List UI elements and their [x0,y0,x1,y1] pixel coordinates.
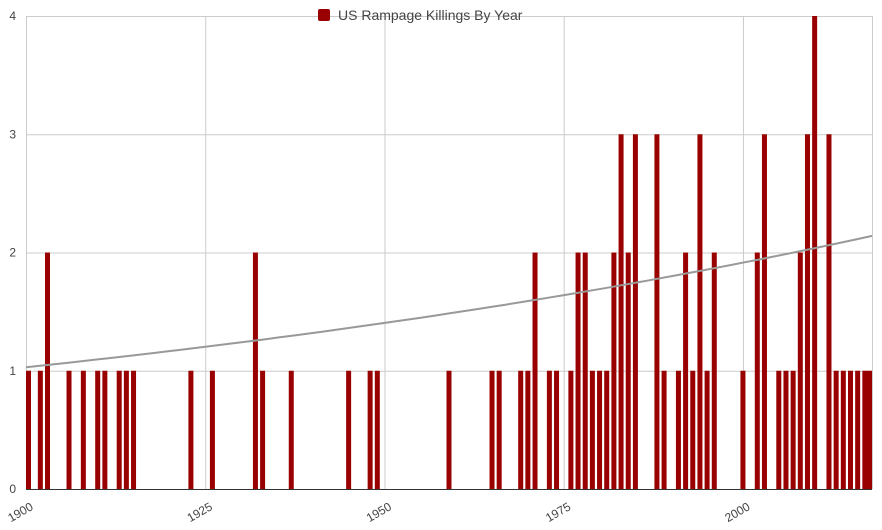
bar-1902[interactable] [37,370,43,489]
y-tick-label: 0 [9,482,16,496]
bar-1908[interactable] [80,370,86,489]
bar-2005[interactable] [776,370,782,489]
bar-1914[interactable] [123,370,129,489]
bar-1994[interactable] [697,134,703,489]
bar-1982[interactable] [611,252,617,490]
bar-1966[interactable] [496,370,502,489]
bar-1910[interactable] [95,370,101,489]
bar-1948[interactable] [367,370,373,489]
bar-1984[interactable] [625,252,631,490]
bar-1932[interactable] [252,252,258,490]
bar-1977[interactable] [575,252,581,490]
bar-2017[interactable] [862,370,868,489]
y-tick-label: 3 [9,127,16,141]
bar-1926[interactable] [209,370,215,489]
bar-2010[interactable] [812,16,818,489]
bar-1983[interactable] [618,134,624,489]
bar-1971[interactable] [532,252,538,490]
bar-2003[interactable] [761,134,767,489]
bar-2006[interactable] [783,370,789,489]
x-tick-label: 1925 [185,499,215,525]
bar-1933[interactable] [260,370,266,489]
legend[interactable]: US Rampage Killings By Year [318,6,522,24]
grid-lines [26,16,873,489]
legend-swatch [318,9,330,21]
bar-1906[interactable] [66,370,72,489]
bar-1992[interactable] [683,252,689,490]
bar-1979[interactable] [589,370,595,489]
bar-1980[interactable] [597,370,603,489]
bar-2002[interactable] [754,252,760,490]
x-tick-label: 1975 [543,499,573,525]
bar-2008[interactable] [797,252,803,490]
bar-1969[interactable] [518,370,524,489]
y-tick-labels: 0 1 2 3 4 [9,9,16,496]
bar-2015[interactable] [847,370,853,489]
y-tick-label: 2 [9,246,16,260]
bar-1973[interactable] [546,370,552,489]
bar-1988[interactable] [654,134,660,489]
bar-1923[interactable] [188,370,194,489]
bar-1970[interactable] [525,370,531,489]
x-tick-label: 2000 [722,499,752,525]
bars [26,16,872,489]
bar-2000[interactable] [740,370,746,489]
bar-1959[interactable] [446,370,452,489]
bar-1937[interactable] [288,370,294,489]
x-tick-label: 1950 [364,499,394,525]
bar-1978[interactable] [582,252,588,490]
y-tick-label: 4 [9,9,16,23]
bar-1989[interactable] [661,370,667,489]
bar-1996[interactable] [711,252,717,490]
legend-label: US Rampage Killings By Year [338,7,523,23]
bar-2012[interactable] [826,134,832,489]
bar-1985[interactable] [632,134,638,489]
bar-2018[interactable] [867,370,872,489]
bar-2016[interactable] [855,370,861,489]
bar-1945[interactable] [346,370,352,489]
bar-1981[interactable] [604,370,610,489]
bar-1995[interactable] [704,370,710,489]
bar-1991[interactable] [675,370,681,489]
bar-1974[interactable] [554,370,560,489]
bar-1965[interactable] [489,370,495,489]
bar-1915[interactable] [131,370,137,489]
x-tick-label: 1900 [5,499,35,525]
y-tick-label: 1 [9,364,16,378]
bar-2014[interactable] [840,370,846,489]
bar-2009[interactable] [804,134,810,489]
bar-1903[interactable] [45,252,51,490]
bar-2013[interactable] [833,370,839,489]
bar-1913[interactable] [116,370,122,489]
trendline [25,234,873,369]
bar-1911[interactable] [102,370,108,489]
bar-2007[interactable] [790,370,796,489]
bar-1900[interactable] [26,370,31,489]
bar-1976[interactable] [568,370,574,489]
bar-1949[interactable] [374,370,380,489]
x-tick-labels: 1900 1925 1950 1975 2000 [5,499,752,525]
bar-1993[interactable] [690,370,696,489]
